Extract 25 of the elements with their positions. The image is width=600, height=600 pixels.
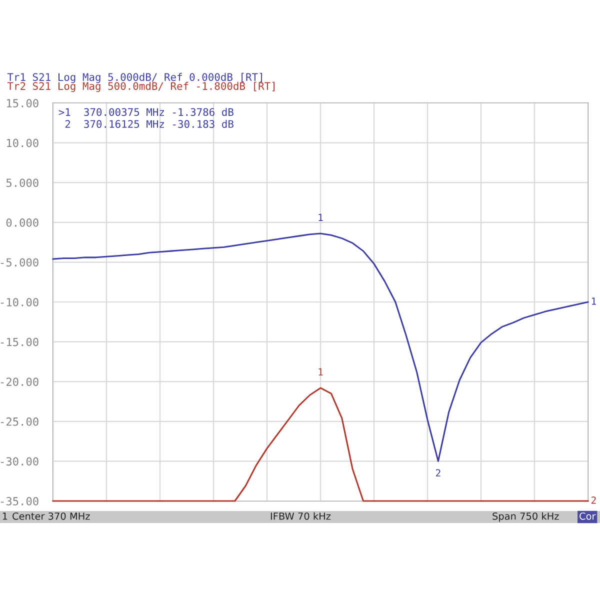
y-tick-label: -10.00 — [0, 298, 38, 306]
text: IFBW 70 kHz — [270, 512, 331, 520]
annotation: >1 370.00375 MHz -1.3786 dB — [58, 108, 234, 116]
text: 1 — [592, 298, 596, 305]
y-tick-label: -20.00 — [0, 378, 38, 386]
line-series — [52, 232, 589, 462]
text: 2 — [592, 496, 596, 504]
y-tick-label: -30.00 — [0, 457, 38, 466]
text: Center 370 MHz — [12, 512, 90, 520]
annotation: 2 — [436, 469, 440, 476]
annotation: 2 370.16125 MHz -30.183 dB — [65, 120, 234, 128]
annotation: 1 — [318, 368, 323, 376]
text: Tr2 S21 Log Mag 500.0mdB/ Ref -1.800dB [RT] — [7, 82, 275, 92]
y-tick-label: 0.000 — [6, 218, 38, 227]
y-tick-label: -5.000 — [0, 258, 38, 267]
y-tick-label: 15.00 — [7, 99, 38, 108]
y-tick-label: 5.000 — [6, 178, 38, 188]
text: Cor — [580, 512, 596, 520]
y-tick-label: 10.00 — [7, 138, 38, 148]
text: 1 — [2, 512, 8, 520]
y-tick-label: -15.00 — [0, 338, 38, 346]
text: Span 750 kHz — [492, 512, 559, 522]
annotation: 1 — [318, 214, 323, 221]
y-tick-label: -35.00 — [0, 497, 38, 506]
y-tick-label: -25.00 — [0, 417, 38, 426]
